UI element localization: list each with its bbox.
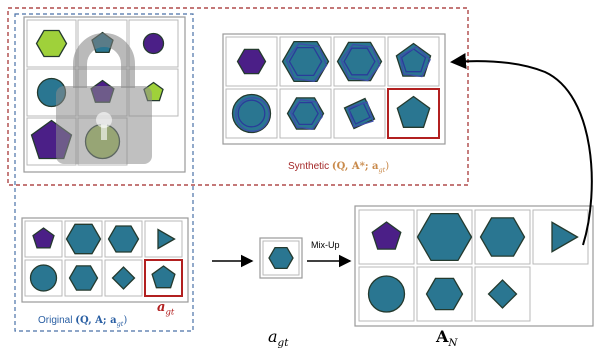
original-dashed-box [14, 13, 194, 332]
hexagon-mid-outline-shape [340, 43, 381, 82]
hexagon-shape [268, 246, 294, 270]
hexagon-inner-outline-shape [292, 101, 319, 126]
hexagon-shape [336, 41, 383, 82]
circle-mid-outline-shape [235, 97, 270, 132]
pentagon-shape [371, 221, 402, 250]
diamond-shape [487, 279, 518, 309]
pentagon-mid-outline-shape [399, 46, 431, 78]
hexagon-shape [416, 212, 473, 262]
circle-inner-outline-shape [237, 99, 266, 128]
pentagon-inner-outline-shape [400, 48, 427, 73]
circle-shape [142, 32, 165, 55]
hexagon-shape [35, 29, 68, 58]
diamond-shape [111, 266, 136, 290]
hexagon-shape [425, 277, 464, 311]
answer-marker-label: agt [157, 300, 175, 317]
hexagon-inner-outline-shape [343, 47, 376, 76]
pentagon-shape [396, 95, 431, 128]
pentagon-shape [32, 227, 55, 249]
candidate-set-label: AN [436, 327, 458, 349]
synthetic-label-math: (Q, A*; agt) [331, 161, 390, 174]
hexagon-shape [68, 265, 99, 291]
original-label-prefix: Original [38, 315, 73, 326]
hexagon-mid-outline-shape [285, 43, 328, 82]
hexagon-inner-outline-shape [288, 46, 323, 77]
lock-keyhole-icon [96, 112, 112, 128]
synthetic-dashed-box [7, 7, 469, 186]
hexagon-shape [107, 225, 140, 253]
synthetic-label-prefix: Synthetic [288, 161, 330, 172]
original-label: Original (Q, A; agt) [38, 316, 127, 328]
feedback-arrow [450, 53, 593, 246]
hexagon-shape [479, 217, 526, 257]
mixup-label: Mix-Up [311, 240, 340, 250]
lock-keyhole-icon [101, 124, 107, 140]
original-grid-cell [144, 220, 183, 258]
lock-grid-cell [128, 19, 179, 68]
hexagon-shape [65, 223, 102, 255]
original-label-math: (Q, A; agt) [75, 315, 128, 328]
triangle-shape [157, 228, 176, 250]
hexagon-shape [281, 40, 330, 83]
circle-shape [367, 275, 406, 313]
hexagon-shape [236, 48, 267, 75]
pentagon-shape [151, 265, 176, 289]
hexagon-mid-outline-shape [290, 99, 323, 130]
lock-shackle-icon [73, 33, 135, 88]
diamond-mid-outline-shape [347, 101, 374, 128]
circle-shape [29, 264, 58, 292]
target-answer-label: agt [268, 327, 289, 349]
synthetic-label: Synthetic (Q, A*; agt) [288, 162, 389, 174]
triangle-shape [551, 221, 579, 253]
